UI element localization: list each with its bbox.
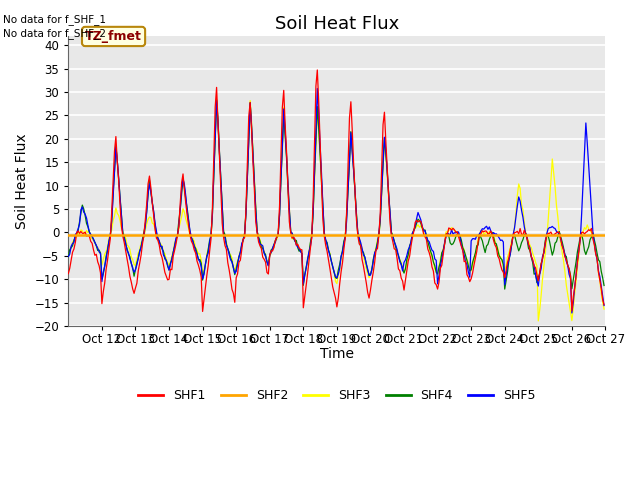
Legend: SHF1, SHF2, SHF3, SHF4, SHF5: SHF1, SHF2, SHF3, SHF4, SHF5 bbox=[133, 384, 540, 408]
Title: Soil Heat Flux: Soil Heat Flux bbox=[275, 15, 399, 33]
Y-axis label: Soil Heat Flux: Soil Heat Flux bbox=[15, 133, 29, 229]
X-axis label: Time: Time bbox=[320, 348, 354, 361]
Text: No data for f_SHF_1
No data for f_SHF_2: No data for f_SHF_1 No data for f_SHF_2 bbox=[3, 14, 106, 39]
Text: TZ_fmet: TZ_fmet bbox=[85, 30, 142, 43]
